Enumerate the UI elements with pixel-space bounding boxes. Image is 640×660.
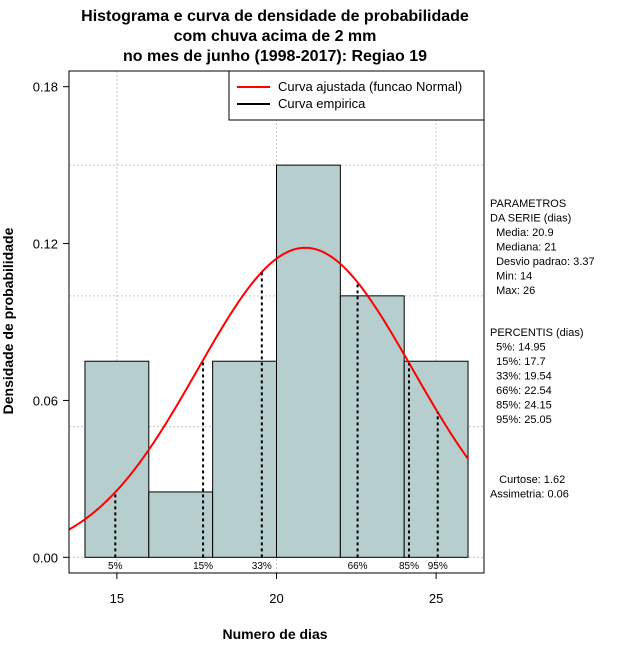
series-parameters-line-4: Mediana: 21 [490, 242, 557, 254]
percentiles-text-line-3: 15%: 17.7 [490, 356, 546, 368]
chart-title: Histograma e curva de densidade de proba… [81, 8, 469, 65]
side-panel: PARAMETROS DA SERIE (dias) Media: 20.9 Me… [490, 198, 595, 501]
x-axis-title: Numero de dias [222, 626, 327, 642]
shape-stats-line-2: Assimetria: 0.06 [490, 489, 569, 501]
histogram-bars [84, 164, 469, 558]
chart-title-line-3: no mes de junho (1998-2017): Regiao 19 [123, 48, 427, 65]
chart-title-line-2: com chuva acima de 2 mm [174, 28, 377, 45]
y-tick-label: 0.12 [33, 237, 58, 252]
series-parameters-line-2: DA SERIE (dias) [490, 213, 571, 225]
series-parameters-line-7: Max: 26 [490, 285, 535, 297]
percentiles-text-line-5: 66%: 22.54 [490, 385, 552, 397]
percentiles-text-line-7: 95%: 25.05 [490, 414, 552, 426]
histogram-bar-5 [339, 295, 405, 558]
histogram-bar-3 [212, 360, 277, 558]
normal-curve-line [68, 246, 469, 531]
chart-legend: Curva ajustada (funcao Normal) Curva emp… [228, 70, 485, 121]
histogram-bar-6 [403, 360, 469, 558]
density-curves [68, 246, 469, 531]
percentile-markers: 5% 15% 33% 66% 85% 95% [108, 272, 448, 572]
x-tick-label: 25 [429, 591, 443, 606]
y-tick-label: 0.00 [33, 550, 58, 565]
series-parameters-line-1: PARAMETROS [490, 198, 566, 210]
percentile-label-5: 85% [399, 561, 419, 572]
percentile-label-3: 33% [252, 561, 272, 572]
series-parameters-line-3: Media: 20.9 [490, 227, 554, 239]
percentile-label-1: 5% [108, 561, 123, 572]
percentile-label-2: 15% [193, 561, 213, 572]
legend-normal-label: Curva ajustada (funcao Normal) [278, 79, 462, 94]
chart-title-line-1: Histograma e curva de densidade de proba… [81, 8, 469, 25]
percentiles-text-line-4: 33%: 19.54 [490, 371, 552, 383]
x-tick-label: 15 [110, 591, 124, 606]
y-tick-label: 0.18 [33, 80, 58, 95]
percentiles-text-line-2: 5%: 14.95 [490, 342, 546, 354]
legend-empirical-label: Curva empirica [278, 96, 366, 111]
y-tick-label: 0.06 [33, 393, 58, 408]
histogram-bar-1 [84, 360, 150, 558]
x-tick-label: 20 [269, 591, 283, 606]
series-parameters-line-6: Min: 14 [490, 271, 532, 283]
histogram-bar-4 [276, 164, 341, 558]
series-parameters-line-5: Desvio padrao: 3.37 [490, 256, 595, 268]
legend-box [228, 70, 485, 121]
histogram-bar-2 [148, 491, 214, 558]
shape-stats-line-1: Curtose: 1.62 [490, 474, 565, 486]
percentile-label-6: 95% [428, 561, 448, 572]
y-axis-title: Densidade de probabilidade [0, 227, 16, 414]
percentile-label-4: 66% [348, 561, 368, 572]
percentiles-text-line-1: PERCENTIS (dias) [490, 327, 584, 339]
percentiles-text-line-6: 85%: 24.15 [490, 400, 552, 412]
